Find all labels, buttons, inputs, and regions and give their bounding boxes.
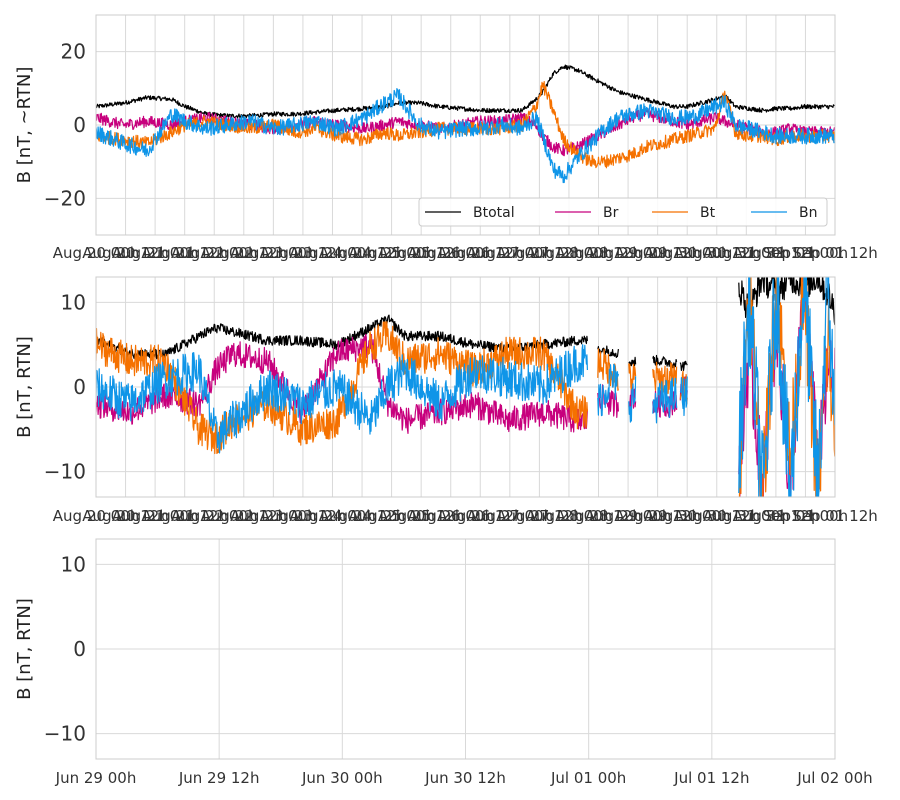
y-tick-label: −20 <box>44 186 86 210</box>
series-line-1-bt <box>96 277 835 497</box>
x-tick-label: Aug 24 12h <box>319 244 406 262</box>
x-tick-label: Aug 30 00h <box>644 507 731 525</box>
series-line-0-btotal <box>96 64 835 119</box>
x-tick-label: Aug 21 12h <box>141 244 228 262</box>
x-tick-label: Aug 28 00h <box>526 244 613 262</box>
x-tick-label: Aug 26 12h <box>437 244 524 262</box>
x-tick-label: Aug 20 00h <box>53 507 140 525</box>
plot-frame <box>95 276 836 498</box>
x-tick-label: Jul 01 00h <box>550 769 626 787</box>
x-tick-label: Sep 01 00h <box>763 244 849 262</box>
x-tick-label: Sep 01 12h <box>792 244 878 262</box>
x-tick-label: Aug 27 12h <box>496 507 583 525</box>
y-tick-label: 20 <box>61 40 86 64</box>
x-tick-label: Aug 26 00h <box>407 507 494 525</box>
x-tick-label: Jul 01 12h <box>673 769 749 787</box>
x-tick-label: Aug 23 00h <box>230 507 317 525</box>
x-tick-label: Aug 31 00h <box>703 244 790 262</box>
x-tick-label: Aug 22 00h <box>171 507 258 525</box>
y-tick-label: 10 <box>61 552 86 576</box>
x-tick-label: Aug 28 12h <box>555 507 642 525</box>
x-tick-label: Aug 22 12h <box>201 244 288 262</box>
x-tick-label: Aug 25 12h <box>378 244 465 262</box>
plot-frame <box>95 538 836 760</box>
x-tick-label: Aug 30 00h <box>644 244 731 262</box>
x-tick-label: Aug 27 00h <box>467 507 554 525</box>
ylabel-panel-middle: B [nT, RTN] <box>14 336 35 438</box>
x-tick-label: Aug 20 12h <box>82 244 169 262</box>
panel-bottom: B [nT, RTN] Jun 29 00h Jun 29 12h Jun 30 0… <box>14 538 873 787</box>
x-tick-label: Aug 26 12h <box>437 507 524 525</box>
legend: Btotal Br Bt Bn <box>418 197 828 227</box>
x-tick-label: Aug 25 00h <box>348 507 435 525</box>
x-tick-label: Aug 21 12h <box>141 507 228 525</box>
y-tick-label: 0 <box>73 637 86 661</box>
x-tick-label: Aug 28 12h <box>555 244 642 262</box>
ylabel-panel-top: B [nT, ~RTN] <box>14 67 35 184</box>
x-tick-label: Aug 20 00h <box>53 244 140 262</box>
series-line-0-bn <box>96 88 835 184</box>
x-tick-label: Aug 22 00h <box>171 244 258 262</box>
x-tick-label: Aug 31 00h <box>703 507 790 525</box>
x-tick-label: Aug 29 12h <box>614 507 701 525</box>
x-tick-label: Aug 22 12h <box>201 507 288 525</box>
x-tick-label: Aug 29 12h <box>614 244 701 262</box>
x-tick-label: Jun 30 12h <box>424 769 506 787</box>
x-tick-label: Jun 29 12h <box>178 769 260 787</box>
x-tick-label: Aug 27 12h <box>496 244 583 262</box>
legend-box <box>418 197 828 227</box>
x-tick-label: Aug 29 00h <box>585 244 672 262</box>
x-tick-label: Jun 30 00h <box>301 769 383 787</box>
x-tick-label: Aug 24 12h <box>319 507 406 525</box>
x-tick-label: Aug 25 00h <box>348 244 435 262</box>
x-tick-label: Aug 26 00h <box>407 244 494 262</box>
x-tick-label: Aug 31 12h <box>733 244 820 262</box>
plot-frame <box>95 14 836 236</box>
x-tick-label: Aug 24 00h <box>289 507 376 525</box>
x-tick-label: Aug 23 12h <box>260 244 347 262</box>
x-tick-label: Aug 23 00h <box>230 244 317 262</box>
x-tick-label: Sep 01 12h <box>792 507 878 525</box>
legend-label-bn: Bn <box>799 205 817 221</box>
x-tick-label: Jun 29 00h <box>55 769 137 787</box>
legend-label-bt: Bt <box>700 205 716 221</box>
y-tick-label: −10 <box>44 722 86 746</box>
x-tick-label: Jul 02 00h <box>796 769 872 787</box>
series-group <box>96 64 835 184</box>
x-tick-label: Aug 30 12h <box>674 507 761 525</box>
x-tick-label: Aug 24 00h <box>289 244 376 262</box>
x-tick-label: Aug 30 12h <box>674 244 761 262</box>
x-tick-label: Aug 23 12h <box>260 507 347 525</box>
y-tick-label: 0 <box>73 375 86 399</box>
x-tick-label: Aug 28 00h <box>526 507 613 525</box>
x-tick-label: Aug 25 12h <box>378 507 465 525</box>
y-tick-label: 0 <box>73 113 86 137</box>
series-line-1-bn <box>96 277 835 497</box>
legend-label-br: Br <box>603 205 619 221</box>
x-tick-label: Aug 31 12h <box>733 507 820 525</box>
ylabel-panel-bottom: B [nT, RTN] <box>14 598 35 700</box>
series-group <box>96 277 835 497</box>
y-tick-label: 10 <box>61 290 86 314</box>
x-tick-label: Aug 21 00h <box>112 244 199 262</box>
x-tick-label: Aug 20 12h <box>82 507 169 525</box>
x-tick-label: Sep 01 00h <box>763 507 849 525</box>
x-tick-label: Aug 21 00h <box>112 507 199 525</box>
y-tick-label: −10 <box>44 460 86 484</box>
legend-label-btotal: Btotal <box>473 205 515 221</box>
x-tick-label: Aug 29 00h <box>585 507 672 525</box>
x-tick-label: Aug 27 00h <box>467 244 554 262</box>
